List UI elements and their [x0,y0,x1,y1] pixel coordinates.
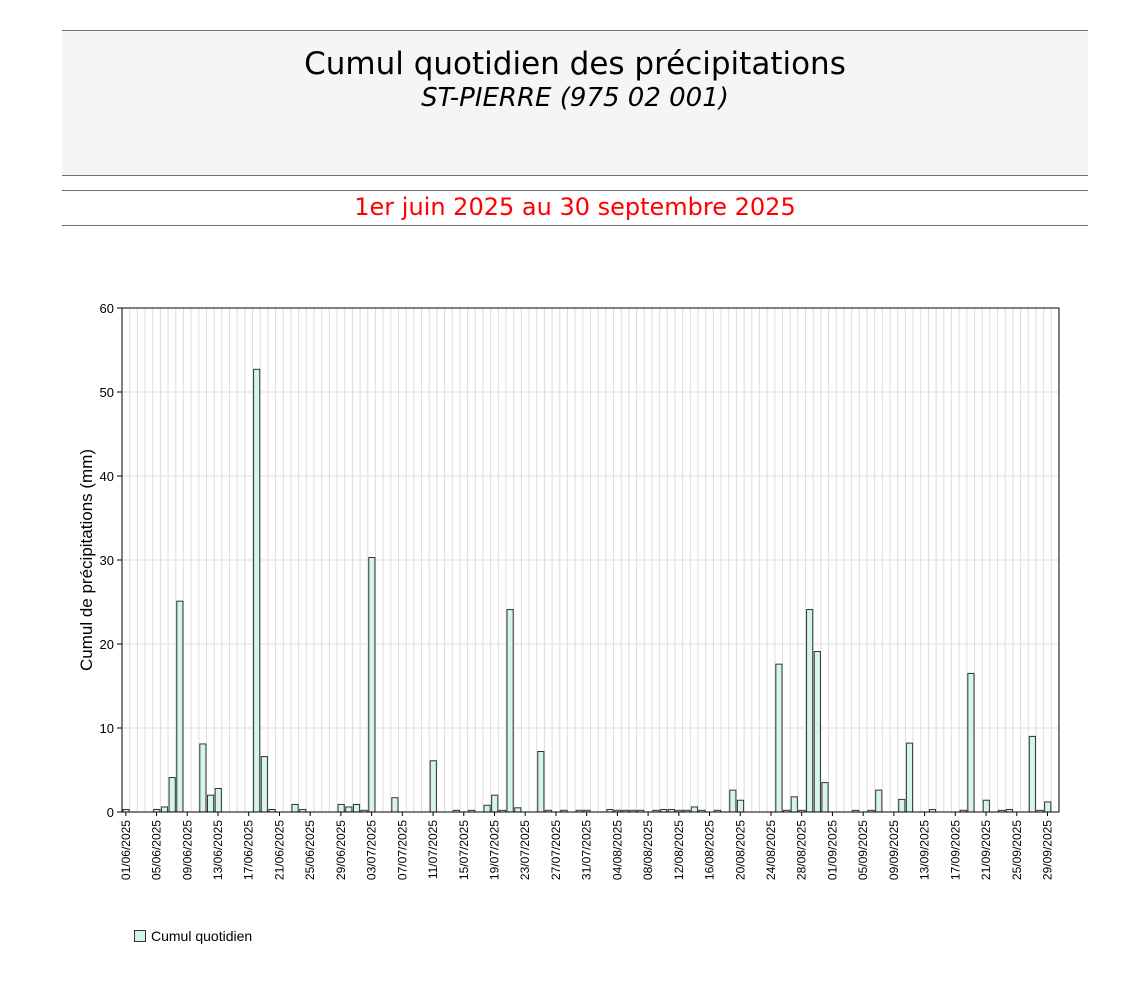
chart-title: Cumul quotidien des précipitations [304,46,846,82]
x-tick-label: 19/07/2025 [487,820,501,880]
bar [345,806,353,813]
x-tick-label: 21/06/2025 [272,820,286,880]
bar [352,803,361,813]
legend-label: Cumul quotidien [151,928,253,944]
bar [483,804,491,813]
bar [214,787,222,813]
bar [875,789,883,813]
bar [1028,735,1036,813]
bar [537,751,545,813]
x-tick-label: 05/06/2025 [150,820,164,880]
bar [176,600,184,813]
y-tick-label: 20 [100,637,114,652]
bar [813,651,821,813]
x-tick-label: 08/08/2025 [641,820,655,880]
plot-border [121,307,1060,813]
x-tick-label: 31/07/2025 [580,820,594,880]
bar [391,797,399,813]
x-tick-label: 27/07/2025 [549,820,563,880]
bar [690,806,699,813]
bar [253,368,261,813]
x-tick-label: 09/09/2025 [887,820,901,880]
bar [337,803,345,813]
x-tick-label: 25/09/2025 [1010,820,1024,880]
bar [291,803,299,813]
bar [821,782,829,813]
x-tick-label: 29/09/2025 [1040,820,1054,880]
y-tick-label: 30 [100,553,114,568]
x-tick-label: 21/09/2025 [979,820,993,880]
x-tick-label: 17/06/2025 [242,820,256,880]
x-tick-label: 28/08/2025 [795,820,809,880]
x-tick-label: 13/09/2025 [918,820,932,880]
y-tick-label: 50 [100,385,114,400]
station-subtitle: ST-PIERRE (975 02 001) [421,83,729,113]
legend: Cumul quotidien [134,928,252,944]
bar [775,663,783,813]
x-tick-label: 23/07/2025 [518,820,532,880]
bar [806,609,814,813]
y-tick-label: 40 [100,469,114,484]
bar [967,672,975,813]
y-tick-label: 60 [100,301,114,316]
y-tick-label: 10 [100,721,114,736]
bar [790,796,798,813]
x-tick-label: 24/08/2025 [764,820,778,880]
y-tick-label: 0 [107,805,114,820]
x-tick-label: 03/07/2025 [365,820,379,880]
period-panel: 1er juin 2025 au 30 septembre 2025 [62,190,1088,226]
title-panel: Cumul quotidien des précipitations ST-PI… [62,30,1088,176]
bar [898,798,906,813]
bar [199,743,207,813]
bar [260,756,268,813]
legend-swatch-icon [134,930,146,942]
bar [206,794,215,813]
bar [160,806,169,813]
x-tick-label: 01/09/2025 [825,820,839,880]
x-tick-label: 01/06/2025 [119,820,133,880]
x-tick-label: 29/06/2025 [334,820,348,880]
x-tick-label: 09/06/2025 [180,820,194,880]
bar [168,777,176,813]
x-tick-label: 05/09/2025 [856,820,870,880]
x-tick-label: 12/08/2025 [672,820,686,880]
bar [491,794,499,813]
x-tick-label: 15/07/2025 [457,820,471,880]
bar [368,556,376,813]
bar [1044,801,1052,813]
x-tick-label: 17/09/2025 [948,820,962,880]
bar [506,609,514,813]
period-label: 1er juin 2025 au 30 septembre 2025 [354,193,796,221]
x-tick-label: 04/08/2025 [610,820,624,880]
bar [729,789,737,813]
x-tick-label: 11/07/2025 [426,820,440,879]
bar [736,799,745,813]
x-tick-label: 20/08/2025 [733,820,747,880]
bar [514,807,522,813]
bar [905,742,914,813]
x-tick-label: 16/08/2025 [703,820,717,880]
x-tick-label: 13/06/2025 [211,820,225,880]
bar [982,799,990,813]
y-axis-label: Cumul de précipitations (mm) [77,449,96,671]
bar [429,760,437,813]
x-tick-label: 25/06/2025 [303,820,317,880]
x-tick-label: 07/07/2025 [395,820,409,880]
